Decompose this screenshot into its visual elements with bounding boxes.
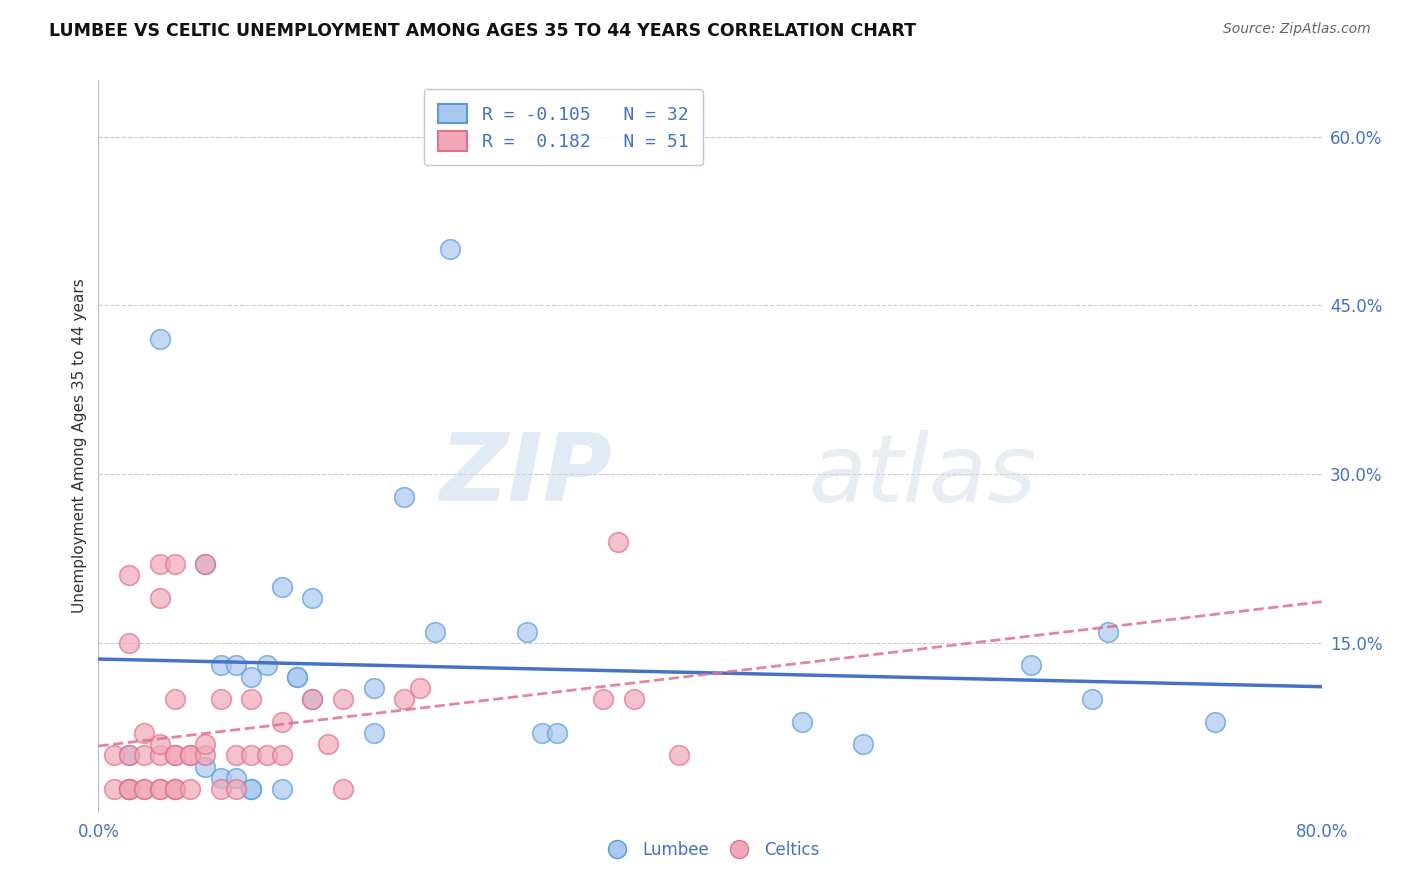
- Point: [332, 692, 354, 706]
- Point: [118, 748, 141, 763]
- Point: [149, 737, 172, 751]
- Point: [530, 726, 553, 740]
- Point: [285, 670, 308, 684]
- Point: [852, 737, 875, 751]
- Point: [240, 748, 263, 763]
- Point: [225, 782, 247, 797]
- Point: [163, 748, 186, 763]
- Point: [103, 748, 125, 763]
- Point: [209, 771, 232, 785]
- Point: [439, 242, 461, 256]
- Point: [118, 748, 141, 763]
- Point: [149, 782, 172, 797]
- Y-axis label: Unemployment Among Ages 35 to 44 years: Unemployment Among Ages 35 to 44 years: [72, 278, 87, 614]
- Point: [623, 692, 645, 706]
- Point: [163, 748, 186, 763]
- Point: [163, 782, 186, 797]
- Point: [392, 692, 416, 706]
- Point: [118, 568, 141, 582]
- Point: [1204, 714, 1226, 729]
- Point: [270, 580, 292, 594]
- Point: [392, 490, 416, 504]
- Point: [225, 658, 247, 673]
- Point: [240, 782, 263, 797]
- Point: [790, 714, 813, 729]
- Point: [194, 557, 217, 571]
- Point: [516, 624, 538, 639]
- Point: [209, 782, 232, 797]
- Point: [103, 782, 125, 797]
- Point: [163, 782, 186, 797]
- Point: [179, 782, 201, 797]
- Point: [363, 681, 385, 695]
- Point: [408, 681, 430, 695]
- Point: [285, 670, 308, 684]
- Point: [668, 748, 690, 763]
- Point: [118, 782, 141, 797]
- Point: [194, 760, 217, 774]
- Point: [149, 591, 172, 605]
- Point: [134, 782, 156, 797]
- Point: [179, 748, 201, 763]
- Point: [256, 748, 278, 763]
- Point: [270, 782, 292, 797]
- Point: [134, 748, 156, 763]
- Point: [256, 658, 278, 673]
- Point: [363, 726, 385, 740]
- Point: [332, 782, 354, 797]
- Point: [149, 748, 172, 763]
- Point: [225, 748, 247, 763]
- Point: [118, 782, 141, 797]
- Point: [546, 726, 568, 740]
- Point: [1097, 624, 1119, 639]
- Point: [118, 636, 141, 650]
- Point: [301, 591, 323, 605]
- Point: [149, 332, 172, 346]
- Point: [194, 737, 217, 751]
- Point: [316, 737, 339, 751]
- Point: [1081, 692, 1104, 706]
- Point: [607, 534, 630, 549]
- Text: ZIP: ZIP: [439, 429, 612, 521]
- Point: [209, 658, 232, 673]
- Text: Source: ZipAtlas.com: Source: ZipAtlas.com: [1223, 22, 1371, 37]
- Point: [163, 782, 186, 797]
- Point: [149, 557, 172, 571]
- Point: [209, 692, 232, 706]
- Legend: Lumbee, Celtics: Lumbee, Celtics: [593, 834, 827, 865]
- Text: atlas: atlas: [808, 430, 1036, 521]
- Text: LUMBEE VS CELTIC UNEMPLOYMENT AMONG AGES 35 TO 44 YEARS CORRELATION CHART: LUMBEE VS CELTIC UNEMPLOYMENT AMONG AGES…: [49, 22, 917, 40]
- Point: [194, 748, 217, 763]
- Point: [118, 782, 141, 797]
- Point: [301, 692, 323, 706]
- Point: [240, 782, 263, 797]
- Point: [134, 782, 156, 797]
- Point: [270, 714, 292, 729]
- Point: [301, 692, 323, 706]
- Point: [179, 748, 201, 763]
- Point: [149, 782, 172, 797]
- Point: [270, 748, 292, 763]
- Point: [225, 771, 247, 785]
- Point: [118, 782, 141, 797]
- Point: [592, 692, 614, 706]
- Point: [134, 726, 156, 740]
- Point: [240, 670, 263, 684]
- Point: [163, 692, 186, 706]
- Point: [240, 692, 263, 706]
- Point: [163, 557, 186, 571]
- Point: [423, 624, 446, 639]
- Point: [1019, 658, 1042, 673]
- Point: [194, 557, 217, 571]
